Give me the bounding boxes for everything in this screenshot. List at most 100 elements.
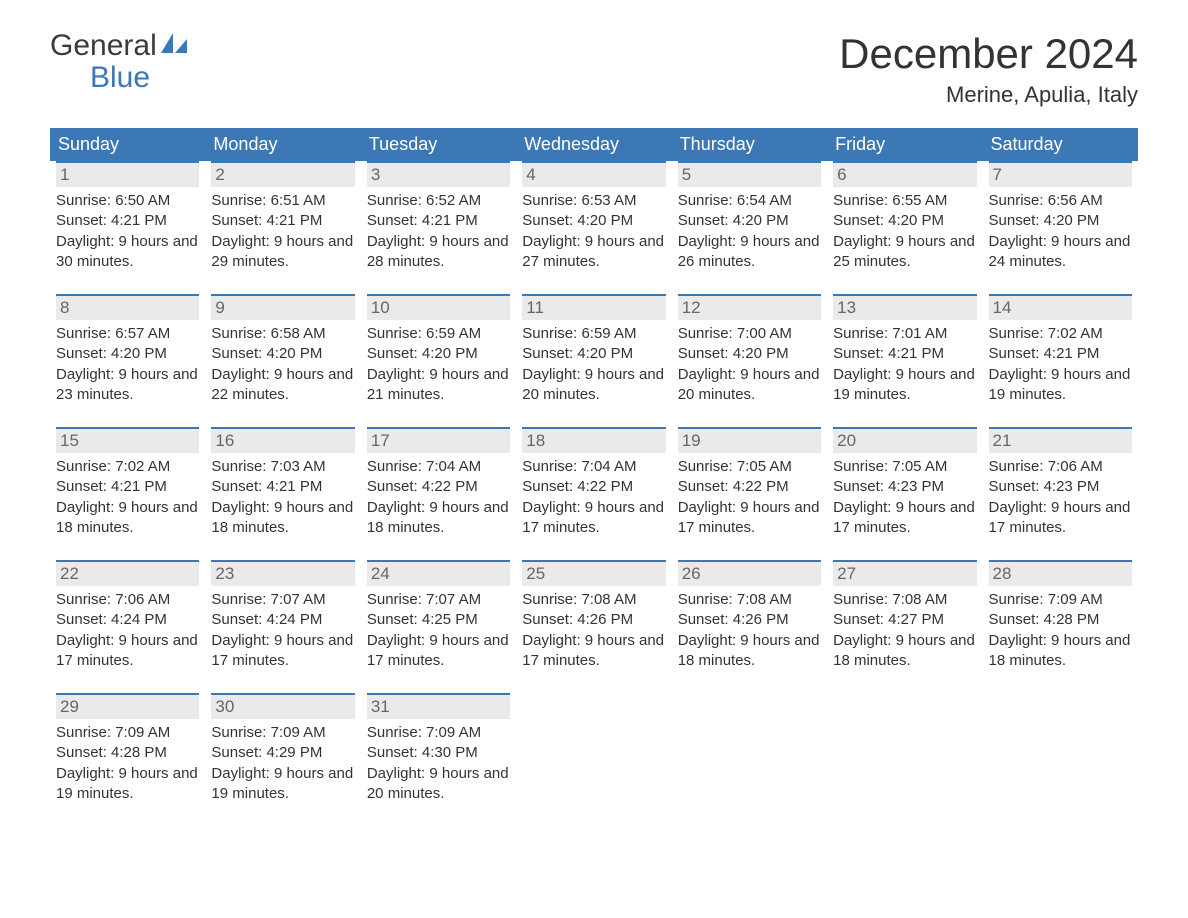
sunset-line: Sunset: 4:20 PM (989, 211, 1132, 231)
sunrise-line: Sunrise: 6:52 AM (367, 191, 510, 211)
sunset-line: Sunset: 4:22 PM (678, 477, 821, 497)
weekday-header: Sunday (50, 128, 205, 161)
daylight-line: Daylight: 9 hours and 23 minutes. (56, 365, 199, 406)
day-cell: 22Sunrise: 7:06 AMSunset: 4:24 PMDayligh… (50, 560, 205, 671)
day-number: 31 (367, 693, 510, 719)
day-info: Sunrise: 7:08 AMSunset: 4:26 PMDaylight:… (678, 590, 821, 671)
logo-text-top: General (50, 30, 157, 62)
day-info: Sunrise: 7:06 AMSunset: 4:23 PMDaylight:… (989, 457, 1132, 538)
sunrise-line: Sunrise: 7:07 AM (211, 590, 354, 610)
day-number: 28 (989, 560, 1132, 586)
day-number: 4 (522, 161, 665, 187)
sunrise-line: Sunrise: 7:08 AM (678, 590, 821, 610)
day-cell: 16Sunrise: 7:03 AMSunset: 4:21 PMDayligh… (205, 427, 360, 538)
day-number: 19 (678, 427, 821, 453)
sunset-line: Sunset: 4:21 PM (211, 211, 354, 231)
day-number: 12 (678, 294, 821, 320)
sunset-line: Sunset: 4:28 PM (989, 610, 1132, 630)
day-number: 1 (56, 161, 199, 187)
sunrise-line: Sunrise: 7:09 AM (211, 723, 354, 743)
sunrise-line: Sunrise: 7:01 AM (833, 324, 976, 344)
daylight-line: Daylight: 9 hours and 26 minutes. (678, 232, 821, 273)
sunrise-line: Sunrise: 6:51 AM (211, 191, 354, 211)
day-info: Sunrise: 7:03 AMSunset: 4:21 PMDaylight:… (211, 457, 354, 538)
sunrise-line: Sunrise: 6:59 AM (522, 324, 665, 344)
day-info: Sunrise: 6:59 AMSunset: 4:20 PMDaylight:… (367, 324, 510, 405)
sunset-line: Sunset: 4:27 PM (833, 610, 976, 630)
day-number: 14 (989, 294, 1132, 320)
day-cell: 7Sunrise: 6:56 AMSunset: 4:20 PMDaylight… (983, 161, 1138, 272)
weekday-header: Friday (827, 128, 982, 161)
calendar: SundayMondayTuesdayWednesdayThursdayFrid… (50, 128, 1138, 826)
day-number: 22 (56, 560, 199, 586)
weekday-header: Thursday (672, 128, 827, 161)
day-info: Sunrise: 7:07 AMSunset: 4:24 PMDaylight:… (211, 590, 354, 671)
day-number: 23 (211, 560, 354, 586)
day-number: 30 (211, 693, 354, 719)
sunrise-line: Sunrise: 6:50 AM (56, 191, 199, 211)
day-cell: 20Sunrise: 7:05 AMSunset: 4:23 PMDayligh… (827, 427, 982, 538)
day-cell: 24Sunrise: 7:07 AMSunset: 4:25 PMDayligh… (361, 560, 516, 671)
day-cell: 6Sunrise: 6:55 AMSunset: 4:20 PMDaylight… (827, 161, 982, 272)
day-info: Sunrise: 6:56 AMSunset: 4:20 PMDaylight:… (989, 191, 1132, 272)
day-cell: 26Sunrise: 7:08 AMSunset: 4:26 PMDayligh… (672, 560, 827, 671)
day-number: 18 (522, 427, 665, 453)
day-cell (672, 693, 827, 804)
sunrise-line: Sunrise: 7:03 AM (211, 457, 354, 477)
sunset-line: Sunset: 4:21 PM (56, 477, 199, 497)
day-number: 8 (56, 294, 199, 320)
sunrise-line: Sunrise: 6:58 AM (211, 324, 354, 344)
sunrise-line: Sunrise: 7:06 AM (989, 457, 1132, 477)
day-cell: 8Sunrise: 6:57 AMSunset: 4:20 PMDaylight… (50, 294, 205, 405)
week-row: 8Sunrise: 6:57 AMSunset: 4:20 PMDaylight… (50, 294, 1138, 405)
day-info: Sunrise: 6:54 AMSunset: 4:20 PMDaylight:… (678, 191, 821, 272)
sunset-line: Sunset: 4:21 PM (833, 344, 976, 364)
day-cell: 29Sunrise: 7:09 AMSunset: 4:28 PMDayligh… (50, 693, 205, 804)
day-cell: 13Sunrise: 7:01 AMSunset: 4:21 PMDayligh… (827, 294, 982, 405)
day-number: 6 (833, 161, 976, 187)
sunset-line: Sunset: 4:30 PM (367, 743, 510, 763)
day-number: 13 (833, 294, 976, 320)
daylight-line: Daylight: 9 hours and 27 minutes. (522, 232, 665, 273)
weekday-header: Tuesday (361, 128, 516, 161)
daylight-line: Daylight: 9 hours and 18 minutes. (211, 498, 354, 539)
sunrise-line: Sunrise: 6:55 AM (833, 191, 976, 211)
sunrise-line: Sunrise: 6:56 AM (989, 191, 1132, 211)
sunset-line: Sunset: 4:28 PM (56, 743, 199, 763)
day-cell: 3Sunrise: 6:52 AMSunset: 4:21 PMDaylight… (361, 161, 516, 272)
sunrise-line: Sunrise: 7:09 AM (989, 590, 1132, 610)
sunrise-line: Sunrise: 7:09 AM (56, 723, 199, 743)
month-title: December 2024 (839, 30, 1138, 78)
day-number: 25 (522, 560, 665, 586)
daylight-line: Daylight: 9 hours and 20 minutes. (522, 365, 665, 406)
day-info: Sunrise: 7:08 AMSunset: 4:27 PMDaylight:… (833, 590, 976, 671)
daylight-line: Daylight: 9 hours and 19 minutes. (56, 764, 199, 805)
sunset-line: Sunset: 4:21 PM (211, 477, 354, 497)
daylight-line: Daylight: 9 hours and 17 minutes. (989, 498, 1132, 539)
logo-text-bottom: Blue (50, 62, 189, 94)
day-number: 15 (56, 427, 199, 453)
daylight-line: Daylight: 9 hours and 17 minutes. (833, 498, 976, 539)
daylight-line: Daylight: 9 hours and 18 minutes. (678, 631, 821, 672)
sunset-line: Sunset: 4:20 PM (522, 211, 665, 231)
sunrise-line: Sunrise: 7:06 AM (56, 590, 199, 610)
day-cell: 19Sunrise: 7:05 AMSunset: 4:22 PMDayligh… (672, 427, 827, 538)
daylight-line: Daylight: 9 hours and 17 minutes. (211, 631, 354, 672)
sunset-line: Sunset: 4:24 PM (56, 610, 199, 630)
sunset-line: Sunset: 4:20 PM (211, 344, 354, 364)
day-cell: 10Sunrise: 6:59 AMSunset: 4:20 PMDayligh… (361, 294, 516, 405)
sunset-line: Sunset: 4:23 PM (833, 477, 976, 497)
weekday-header: Wednesday (516, 128, 671, 161)
sunrise-line: Sunrise: 6:54 AM (678, 191, 821, 211)
day-info: Sunrise: 6:51 AMSunset: 4:21 PMDaylight:… (211, 191, 354, 272)
weekday-header: Saturday (983, 128, 1138, 161)
daylight-line: Daylight: 9 hours and 18 minutes. (833, 631, 976, 672)
sunrise-line: Sunrise: 7:05 AM (833, 457, 976, 477)
weekday-header-row: SundayMondayTuesdayWednesdayThursdayFrid… (50, 128, 1138, 161)
sunrise-line: Sunrise: 7:04 AM (367, 457, 510, 477)
sunset-line: Sunset: 4:21 PM (367, 211, 510, 231)
sunrise-line: Sunrise: 7:08 AM (522, 590, 665, 610)
day-cell: 27Sunrise: 7:08 AMSunset: 4:27 PMDayligh… (827, 560, 982, 671)
daylight-line: Daylight: 9 hours and 21 minutes. (367, 365, 510, 406)
sunrise-line: Sunrise: 7:02 AM (56, 457, 199, 477)
